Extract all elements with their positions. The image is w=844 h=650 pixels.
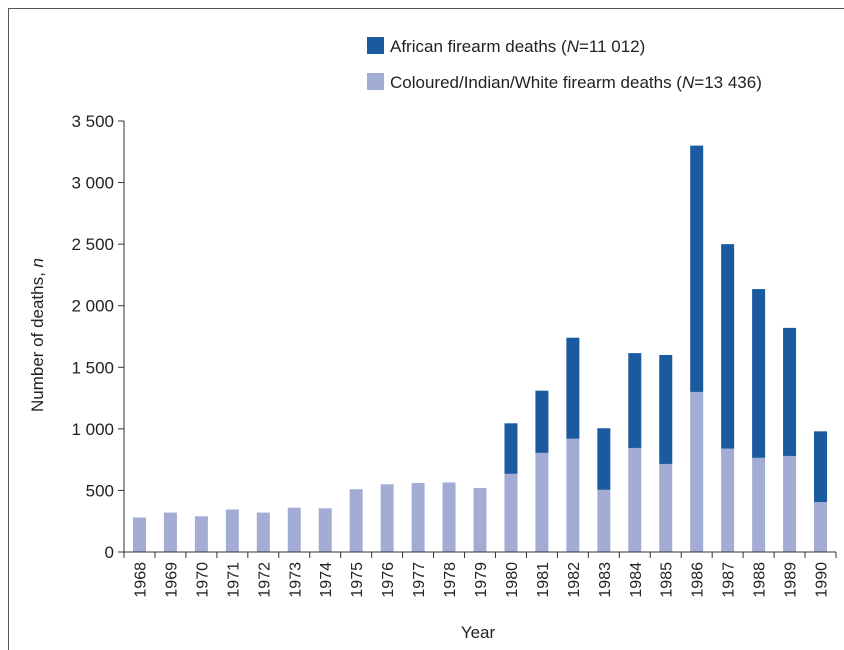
bar-other-1987 (721, 448, 735, 552)
bars-group (132, 145, 828, 552)
bar-african-1985 (659, 354, 673, 464)
legend-label-african-suffix: =11 012) (579, 37, 645, 56)
bar-african-1981 (535, 390, 549, 453)
x-tick-label: 1990 (814, 562, 831, 598)
x-tick-label: 1975 (349, 562, 366, 598)
bar-other-1986 (690, 391, 704, 552)
bar-other-1968 (132, 517, 146, 552)
legend-swatch-african (367, 37, 384, 54)
x-tick-label: 1989 (783, 562, 800, 598)
x-tick-label: 1977 (411, 562, 428, 598)
bar-other-1990 (814, 502, 828, 552)
bar-other-1977 (411, 483, 425, 552)
y-ticks-group: 0 500 1 000 1 500 2 000 2 500 3 000 3 500 (71, 112, 124, 562)
x-tick-label: 1972 (256, 562, 273, 598)
x-ticks-group: 1968 1969 1970 1971 1972 1973 1974 1975 1976 1977… (123, 552, 837, 598)
y-tick-label: 2 500 (71, 235, 114, 254)
x-axis-title: Year (461, 623, 496, 642)
x-tick-label: 1985 (659, 562, 676, 598)
bar-other-1971 (225, 509, 239, 552)
legend-label-african-prefix: African firearm deaths ( (390, 37, 567, 56)
bar-other-1980 (504, 473, 518, 552)
legend-swatch-other (367, 73, 384, 90)
bar-african-1987 (721, 244, 735, 449)
bar-other-1983 (597, 489, 611, 552)
bar-other-1975 (349, 489, 363, 552)
bar-african-1990 (814, 431, 828, 503)
x-tick-label: 1984 (628, 562, 645, 598)
legend-label-other-n: N (682, 73, 695, 92)
x-tick-label: 1970 (194, 562, 211, 598)
y-axis-title-text: Number of deaths, (28, 267, 47, 412)
chart-frame (8, 8, 844, 650)
bar-african-1984 (628, 353, 642, 448)
x-tick-label: 1973 (287, 562, 304, 598)
bar-other-1970 (194, 516, 208, 552)
y-axis-title-italic: n (28, 258, 47, 267)
bar-african-1986 (690, 145, 704, 392)
axes-group (123, 121, 836, 553)
legend-label-african-n: N (567, 37, 580, 56)
legend-label-other-prefix: Coloured/Indian/White firearm deaths ( (390, 73, 682, 92)
y-tick-label: 500 (86, 481, 114, 500)
bar-other-1989 (783, 455, 797, 552)
legend: African firearm deaths (N=11 012) Colour… (367, 37, 762, 92)
bar-other-1982 (566, 438, 580, 552)
legend-label-other: Coloured/Indian/White firearm deaths (N=… (390, 73, 762, 92)
bar-other-1979 (473, 487, 487, 552)
y-tick-label: 3 500 (71, 112, 114, 131)
bar-other-1984 (628, 447, 642, 552)
bar-african-1980 (504, 423, 518, 474)
bar-african-1982 (566, 337, 580, 439)
x-tick-label: 1968 (132, 562, 149, 598)
y-tick-label: 1 000 (71, 420, 114, 439)
bar-other-1974 (318, 508, 332, 552)
bar-other-1985 (659, 463, 673, 552)
bar-african-1989 (783, 327, 797, 456)
legend-label-african: African firearm deaths (N=11 012) (390, 37, 645, 56)
x-tick-label: 1982 (566, 562, 583, 598)
bar-other-1972 (256, 512, 270, 552)
y-tick-label: 3 000 (71, 174, 114, 193)
bar-other-1969 (163, 512, 177, 552)
bar-other-1976 (380, 484, 394, 552)
bar-other-1981 (535, 452, 549, 552)
x-tick-label: 1969 (163, 562, 180, 598)
y-tick-label: 1 500 (71, 358, 114, 377)
x-tick-label: 1986 (690, 562, 707, 598)
bar-african-1983 (597, 428, 611, 490)
bar-other-1978 (442, 482, 456, 552)
bar-african-1988 (752, 289, 766, 458)
x-tick-label: 1971 (225, 562, 242, 598)
x-tick-label: 1983 (597, 562, 614, 598)
y-tick-label: 2 000 (71, 297, 114, 316)
bar-other-1973 (287, 507, 301, 552)
x-tick-label: 1979 (473, 562, 490, 598)
x-tick-label: 1980 (504, 562, 521, 598)
y-axis-title: Number of deaths, n (28, 258, 47, 412)
y-tick-label: 0 (105, 543, 114, 562)
x-tick-label: 1978 (442, 562, 459, 598)
x-tick-label: 1981 (535, 562, 552, 598)
x-tick-label: 1987 (721, 562, 738, 598)
x-tick-label: 1988 (752, 562, 769, 598)
legend-label-other-suffix: =13 436) (694, 73, 762, 92)
x-tick-label: 1974 (318, 562, 335, 598)
x-tick-label: 1976 (380, 562, 397, 598)
bar-other-1988 (752, 457, 766, 552)
